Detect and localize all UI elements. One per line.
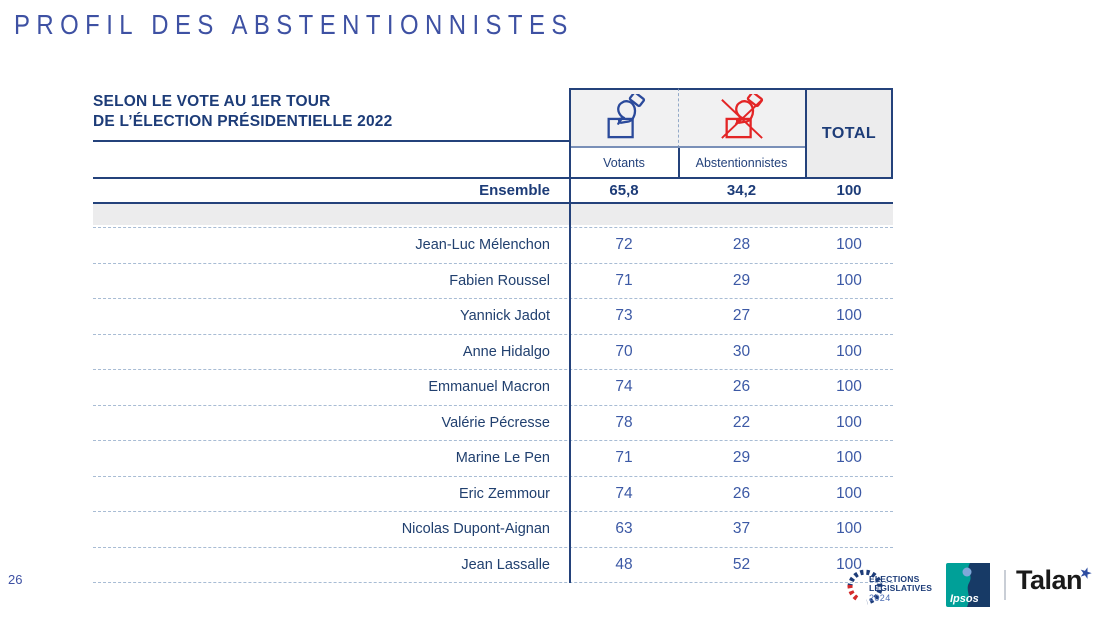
votants-value: 71	[615, 271, 633, 289]
table-row: Anne Hidalgo 70 30 100	[93, 335, 893, 370]
table-row: Jean Lassalle 48 52 100	[93, 548, 893, 583]
table-row-header-label: SELON LE VOTE AU 1ER TOUR DE L’ÉLECTION …	[93, 92, 563, 132]
ensemble-votants-value: 65,8	[609, 182, 639, 199]
total-value: 100	[836, 307, 862, 325]
elections-logo-line1: ÉLECTIONS	[869, 573, 920, 584]
table-row: Jean-Luc Mélenchon 72 28 100	[93, 228, 893, 264]
footer-logo-divider	[1004, 570, 1006, 600]
total-value: 100	[836, 378, 862, 396]
elections-logo-line2: LÉGISLATIVES	[869, 583, 933, 594]
name-column-divider	[569, 88, 571, 583]
separator-band	[93, 204, 893, 225]
candidate-name: Fabien Roussel	[449, 272, 550, 289]
column-label-divider	[678, 148, 680, 177]
ballot-box-hand-crossed-icon	[719, 90, 765, 145]
votants-value: 70	[615, 342, 633, 360]
table-row: Emmanuel Macron 74 26 100	[93, 370, 893, 406]
ensemble-bottom-line	[93, 202, 893, 204]
candidate-name: Yannick Jadot	[459, 308, 550, 325]
votants-value: 74	[615, 378, 633, 396]
total-value: 100	[836, 271, 862, 289]
table-rows: Jean-Luc Mélenchon 72 28 100 Fabien Rous…	[93, 227, 893, 583]
total-value: 100	[836, 236, 862, 254]
abstentionnistes-value: 37	[732, 520, 751, 538]
abstentionnistes-value: 22	[732, 413, 751, 431]
total-column-header: TOTAL	[805, 88, 893, 179]
votants-value: 73	[615, 307, 633, 325]
abstentionnistes-value: 29	[732, 271, 751, 289]
votants-value: 78	[615, 413, 633, 431]
votants-header-cell	[570, 88, 678, 148]
votants-value: 71	[615, 449, 633, 467]
total-value: 100	[836, 555, 862, 573]
table-row: Eric Zemmour 74 26 100	[93, 477, 893, 512]
ensemble-label: Ensemble	[479, 182, 550, 199]
abstentionnistes-column-label: Abstentionnistes	[678, 148, 805, 177]
ballot-box-hand-icon	[601, 90, 647, 145]
ipsos-logo: Ipsos	[946, 563, 990, 607]
header-bottom-line	[93, 177, 893, 179]
elections-legislatives-2024-logo: ÉLECTIONS LÉGISLATIVES 2024	[843, 564, 933, 615]
candidate-name: Eric Zemmour	[458, 485, 550, 502]
candidate-name: Anne Hidalgo	[462, 343, 550, 360]
total-value: 100	[836, 342, 862, 360]
abstentionnistes-value: 26	[732, 378, 751, 396]
votants-value: 74	[615, 484, 633, 502]
ensemble-total-value: 100	[836, 182, 862, 199]
abstention-table: SELON LE VOTE AU 1ER TOUR DE L’ÉLECTION …	[93, 88, 893, 594]
total-value: 100	[836, 449, 862, 467]
total-value: 100	[836, 520, 862, 538]
votants-value: 48	[615, 555, 633, 573]
abstentionnistes-value: 52	[732, 555, 751, 573]
elections-arc-icon	[843, 564, 883, 615]
total-value: 100	[836, 413, 862, 431]
abstentionnistes-value: 27	[732, 307, 751, 325]
table-row: Marine Le Pen 71 29 100	[93, 441, 893, 477]
elections-logo-text: ÉLECTIONS LÉGISLATIVES 2024	[869, 573, 933, 604]
page-number: 26	[8, 572, 23, 587]
row-header-line2: DE L’ÉLECTION PRÉSIDENTIELLE 2022	[93, 113, 393, 130]
candidate-name: Jean Lassalle	[461, 556, 550, 573]
table-row: Valérie Pécresse 78 22 100	[93, 406, 893, 441]
abstentionnistes-value: 26	[732, 484, 751, 502]
table-row: Yannick Jadot 73 27 100	[93, 299, 893, 335]
candidate-name: Valérie Pécresse	[441, 414, 550, 431]
row-header-line1: SELON LE VOTE AU 1ER TOUR	[93, 93, 331, 110]
table-row: Nicolas Dupont-Aignan 63 37 100	[93, 512, 893, 548]
votants-value: 72	[615, 236, 633, 254]
talan-logo: Talan ★	[1016, 563, 1095, 596]
total-value: 100	[836, 484, 862, 502]
votants-value: 63	[615, 520, 633, 538]
ipsos-logo-text: Ipsos	[950, 593, 979, 605]
abstentionnistes-value: 28	[732, 236, 751, 254]
abstentionnistes-value: 29	[732, 449, 751, 467]
page-title: PROFIL DES ABSTENTIONNISTES	[14, 8, 574, 41]
candidate-name: Emmanuel Macron	[428, 379, 550, 396]
row-header-underline	[93, 140, 570, 142]
talan-logo-text: Talan	[1016, 565, 1083, 595]
candidate-name: Nicolas Dupont-Aignan	[401, 521, 550, 538]
candidate-name: Marine Le Pen	[455, 450, 550, 467]
votants-column-label: Votants	[570, 148, 678, 177]
abstentionnistes-header-cell	[678, 88, 805, 148]
elections-logo-line3: 2024	[869, 592, 891, 603]
ensemble-row: Ensemble 65,8 34,2 100	[93, 179, 893, 202]
table-row: Fabien Roussel 71 29 100	[93, 264, 893, 299]
candidate-name: Jean-Luc Mélenchon	[415, 237, 550, 254]
icon-row-underline	[570, 146, 805, 148]
abstentionnistes-value: 30	[732, 342, 751, 360]
ensemble-abstentionnistes-value: 34,2	[726, 182, 757, 199]
